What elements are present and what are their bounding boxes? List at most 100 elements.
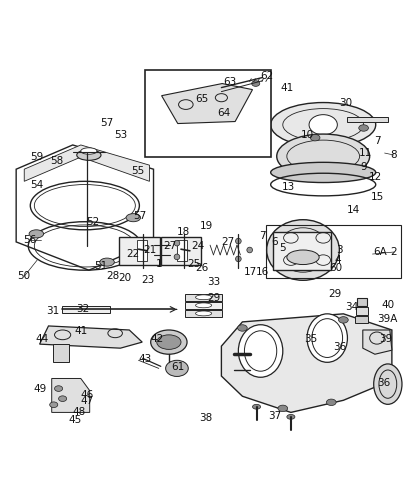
Ellipse shape	[77, 150, 101, 160]
Polygon shape	[162, 84, 252, 124]
Text: 21: 21	[143, 245, 156, 255]
Ellipse shape	[271, 102, 376, 147]
Bar	[185, 310, 222, 317]
Ellipse shape	[50, 402, 58, 407]
Ellipse shape	[29, 230, 44, 238]
Polygon shape	[347, 118, 388, 122]
Bar	[356, 308, 368, 314]
Polygon shape	[24, 145, 149, 182]
Ellipse shape	[55, 386, 63, 392]
Ellipse shape	[196, 295, 212, 300]
Text: 41: 41	[74, 326, 87, 336]
Text: 32: 32	[76, 304, 89, 314]
Text: 47: 47	[80, 396, 93, 406]
Text: 8: 8	[391, 150, 397, 160]
Ellipse shape	[238, 324, 247, 331]
Ellipse shape	[277, 134, 370, 178]
Text: 62: 62	[260, 72, 273, 82]
Polygon shape	[221, 314, 392, 412]
Polygon shape	[52, 378, 90, 412]
Text: 18: 18	[177, 227, 190, 237]
Ellipse shape	[252, 404, 261, 409]
Text: 11: 11	[359, 148, 372, 158]
Text: 17: 17	[244, 267, 257, 277]
Text: 57: 57	[133, 210, 146, 220]
Text: 53: 53	[115, 130, 128, 140]
Text: 45: 45	[68, 414, 81, 424]
Text: 7: 7	[375, 136, 381, 146]
Text: 39A: 39A	[378, 314, 398, 324]
Text: 2: 2	[391, 247, 397, 257]
Text: 14: 14	[347, 204, 360, 214]
Text: 40: 40	[381, 300, 394, 310]
Ellipse shape	[359, 125, 368, 131]
Text: 55: 55	[131, 166, 144, 176]
Text: 28: 28	[107, 272, 120, 281]
Polygon shape	[53, 344, 69, 362]
Text: 16: 16	[256, 267, 269, 277]
Text: 7: 7	[259, 231, 266, 241]
Text: 25: 25	[187, 259, 200, 269]
Text: 30: 30	[339, 98, 352, 108]
Ellipse shape	[247, 247, 252, 253]
Text: 27: 27	[163, 241, 176, 251]
Text: 12: 12	[369, 172, 382, 182]
Text: 48: 48	[72, 406, 85, 416]
Text: 59: 59	[30, 152, 43, 162]
Bar	[137, 240, 147, 262]
Bar	[161, 237, 201, 264]
Ellipse shape	[309, 114, 337, 135]
Ellipse shape	[252, 80, 260, 86]
Text: 23: 23	[141, 276, 154, 285]
Ellipse shape	[326, 399, 336, 406]
Text: 49: 49	[34, 384, 47, 394]
Ellipse shape	[307, 314, 347, 362]
Text: 50: 50	[18, 272, 31, 281]
Bar	[273, 232, 331, 270]
Text: 54: 54	[30, 180, 43, 190]
Text: 36: 36	[377, 378, 390, 388]
Ellipse shape	[238, 324, 283, 378]
Ellipse shape	[174, 254, 180, 260]
Text: 60: 60	[329, 263, 342, 273]
Text: 15: 15	[371, 192, 384, 202]
Text: 29: 29	[329, 290, 342, 300]
Polygon shape	[363, 330, 392, 354]
Text: 27: 27	[222, 237, 235, 247]
Ellipse shape	[81, 148, 97, 154]
Text: 6A: 6A	[373, 247, 387, 257]
Ellipse shape	[271, 162, 376, 182]
Text: 9: 9	[360, 162, 367, 172]
Text: 58: 58	[50, 156, 63, 166]
Text: 64: 64	[218, 108, 231, 118]
Text: 5: 5	[280, 243, 286, 253]
Bar	[185, 294, 222, 301]
Text: 52: 52	[86, 216, 99, 226]
Ellipse shape	[236, 256, 241, 262]
Ellipse shape	[174, 240, 180, 246]
Ellipse shape	[100, 258, 114, 266]
Ellipse shape	[287, 414, 295, 420]
Ellipse shape	[196, 303, 212, 308]
Text: 42: 42	[151, 334, 164, 344]
Ellipse shape	[267, 220, 339, 280]
Text: 41: 41	[280, 84, 293, 94]
Text: 56: 56	[24, 235, 37, 245]
Text: 38: 38	[200, 412, 213, 422]
Text: 31: 31	[46, 306, 59, 316]
Bar	[62, 306, 110, 312]
Polygon shape	[40, 326, 142, 348]
Ellipse shape	[126, 214, 141, 222]
Ellipse shape	[310, 134, 320, 141]
Ellipse shape	[59, 396, 67, 402]
Text: 29: 29	[208, 294, 221, 304]
Text: 6: 6	[271, 237, 278, 247]
Text: 39: 39	[379, 334, 392, 344]
Bar	[145, 70, 271, 157]
Text: 1: 1	[156, 259, 163, 269]
Text: 44: 44	[36, 334, 49, 344]
Text: 57: 57	[101, 118, 114, 128]
Text: 51: 51	[95, 261, 107, 271]
Ellipse shape	[278, 405, 288, 411]
Bar	[266, 225, 401, 278]
